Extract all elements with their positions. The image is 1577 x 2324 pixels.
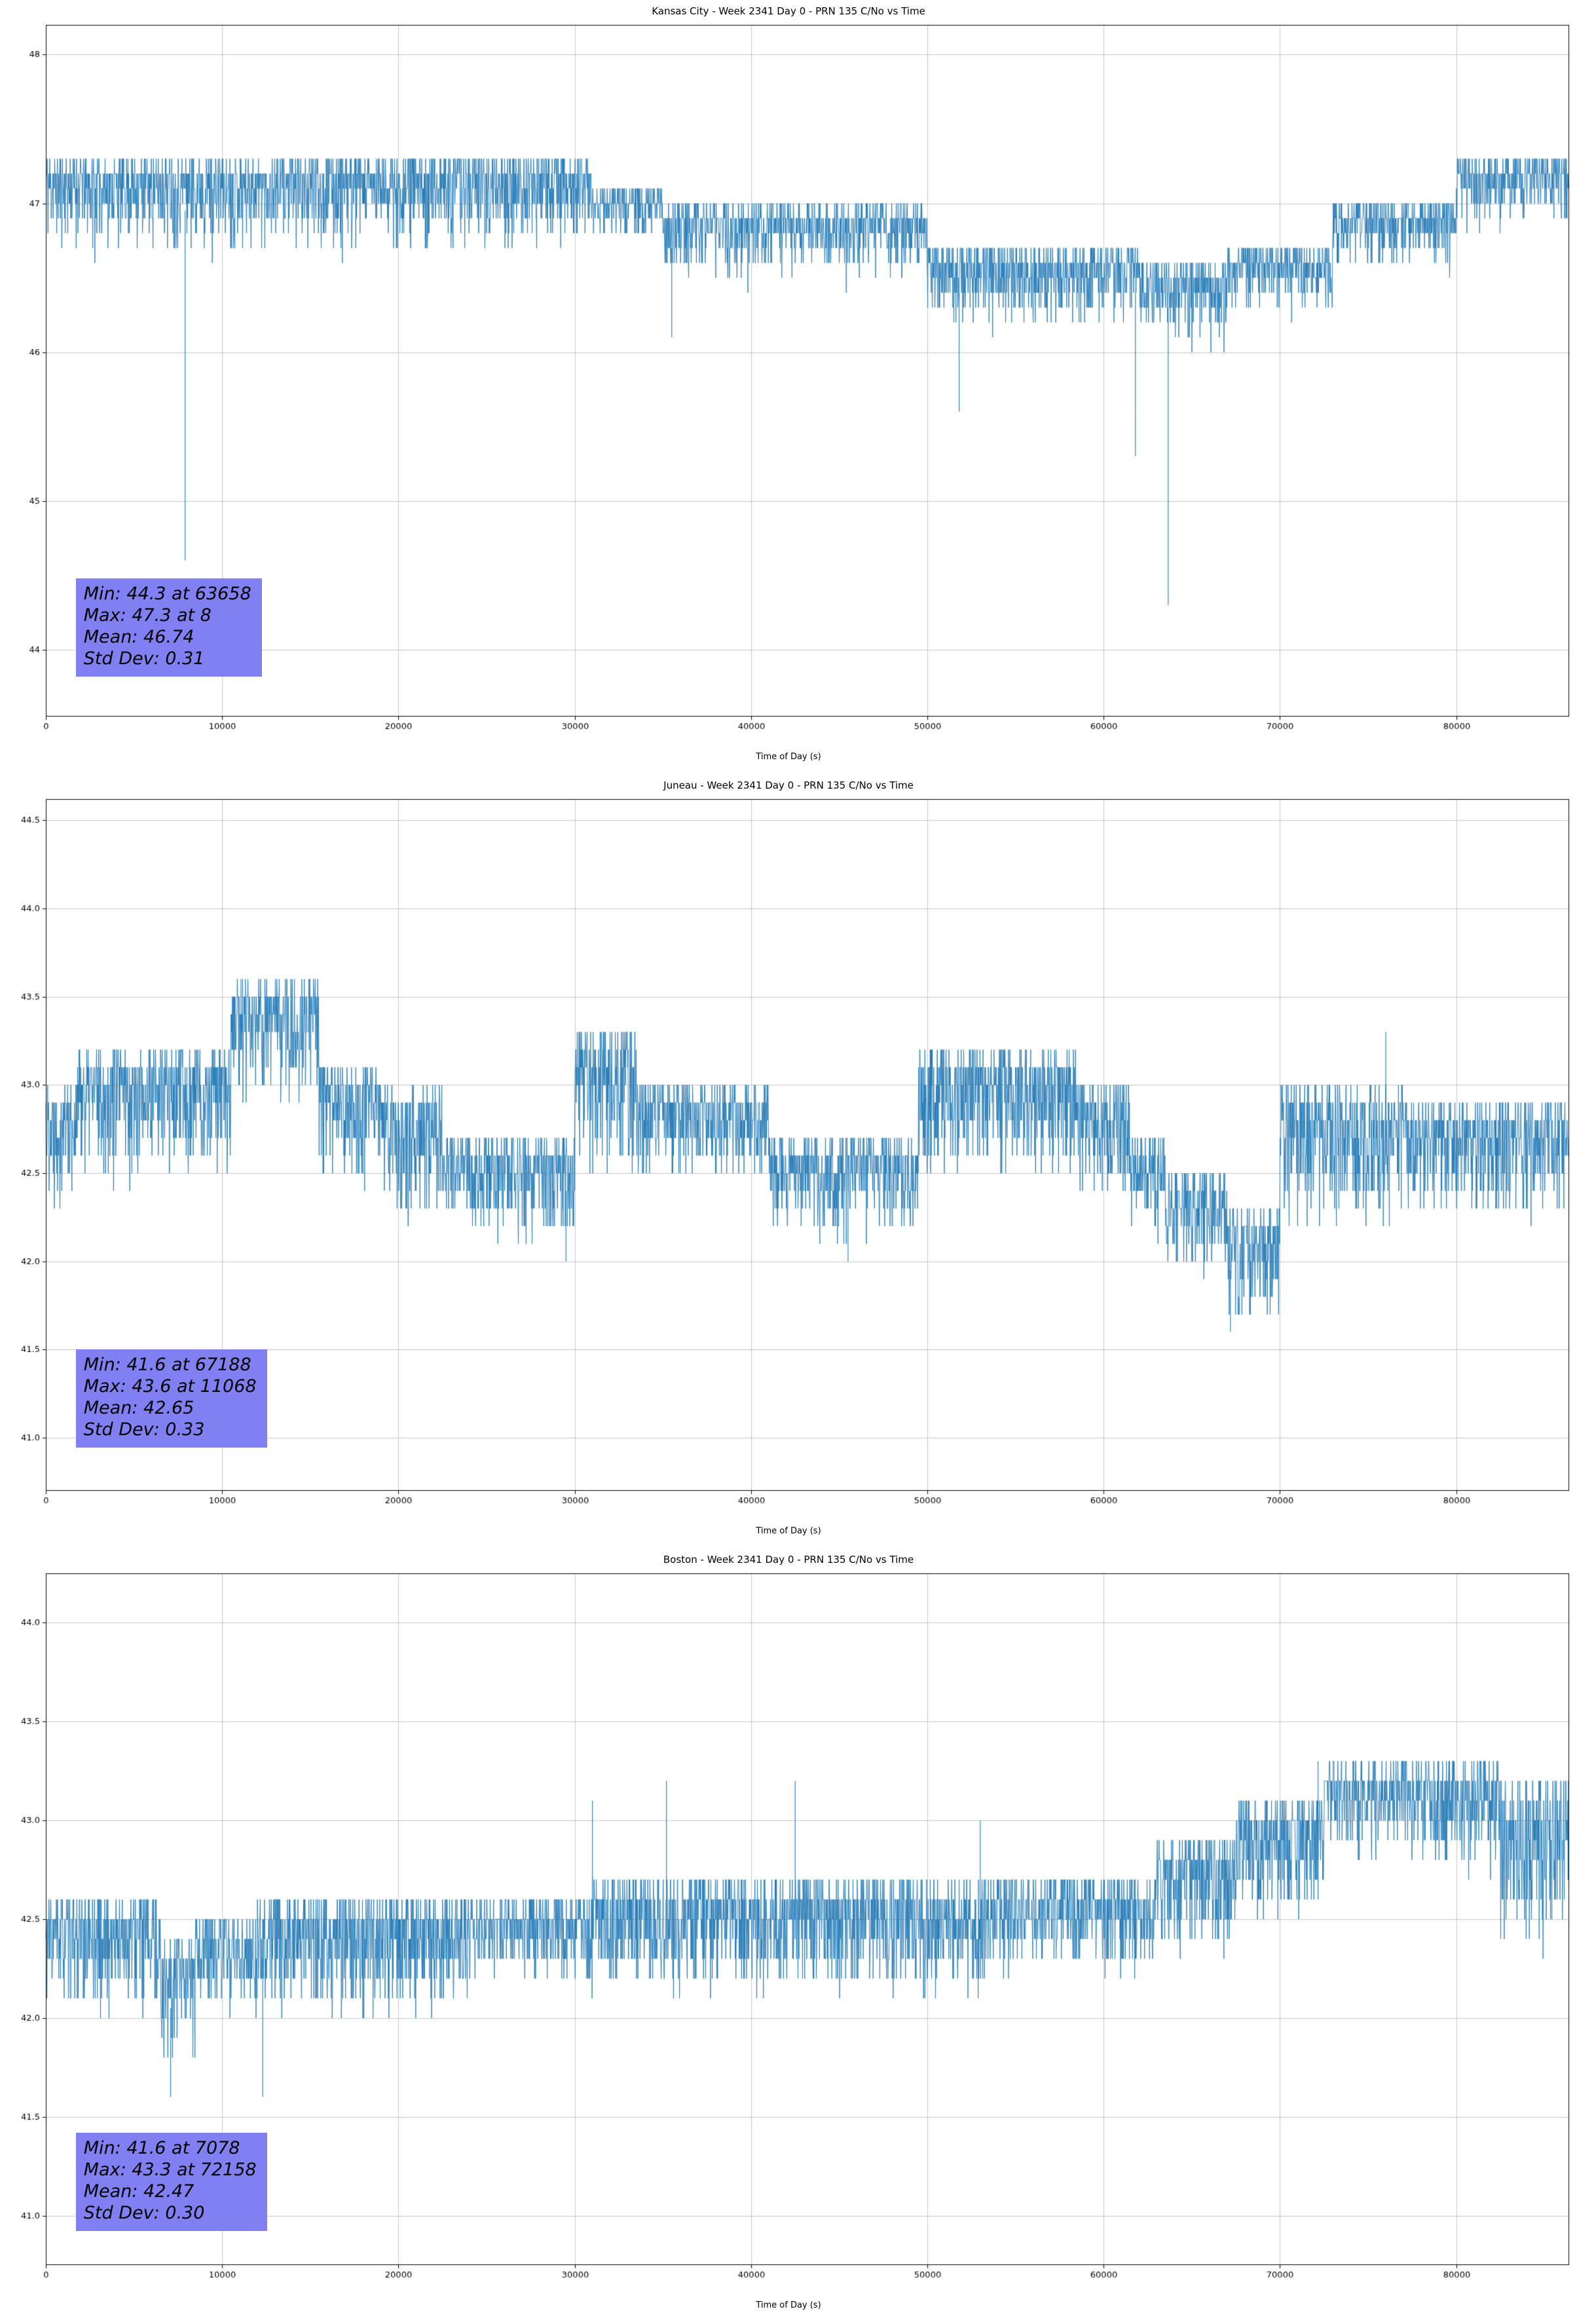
stat-max: Max: 43.6 at 11068 (83, 1376, 257, 1397)
stat-stddev: Std Dev: 0.30 (83, 2202, 205, 2223)
stat-max: Max: 47.3 at 8 (83, 605, 212, 626)
x-axis-label: Time of Day (s) (756, 752, 821, 762)
stat-mean: Mean: 42.47 (83, 2181, 195, 2202)
chart-boston: Boston - Week 2341 Day 0 - PRN 135 C/No … (0, 1548, 1577, 2323)
stats-annotation: Min: 44.3 at 63658 Max: 47.3 at 8 Mean: … (75, 578, 262, 677)
x-axis-label: Time of Day (s) (756, 2300, 821, 2310)
stat-max: Max: 43.3 at 72158 (83, 2159, 257, 2180)
stat-mean: Mean: 46.74 (83, 626, 195, 647)
stat-stddev: Std Dev: 0.33 (83, 1419, 205, 1440)
chart-juneau: Juneau - Week 2341 Day 0 - PRN 135 C/No … (0, 774, 1577, 1548)
stat-min: Min: 41.6 at 7078 (83, 2137, 240, 2158)
stats-annotation: Min: 41.6 at 7078 Max: 43.3 at 72158 Mea… (75, 2132, 267, 2231)
stat-mean: Mean: 42.65 (83, 1398, 195, 1419)
stat-min: Min: 44.3 at 63658 (83, 583, 251, 604)
plot-canvas (0, 20, 1577, 747)
chart-title: Juneau - Week 2341 Day 0 - PRN 135 C/No … (663, 779, 914, 791)
stat-stddev: Std Dev: 0.31 (83, 648, 205, 669)
x-axis-label: Time of Day (s) (756, 1526, 821, 1536)
chart-title: Boston - Week 2341 Day 0 - PRN 135 C/No … (663, 1554, 914, 1565)
stat-min: Min: 41.6 at 67188 (83, 1355, 251, 1376)
chart-kansas-city: Kansas City - Week 2341 Day 0 - PRN 135 … (0, 0, 1577, 774)
chart-title: Kansas City - Week 2341 Day 0 - PRN 135 … (652, 5, 925, 17)
stats-annotation: Min: 41.6 at 67188 Max: 43.6 at 11068 Me… (75, 1349, 267, 1448)
